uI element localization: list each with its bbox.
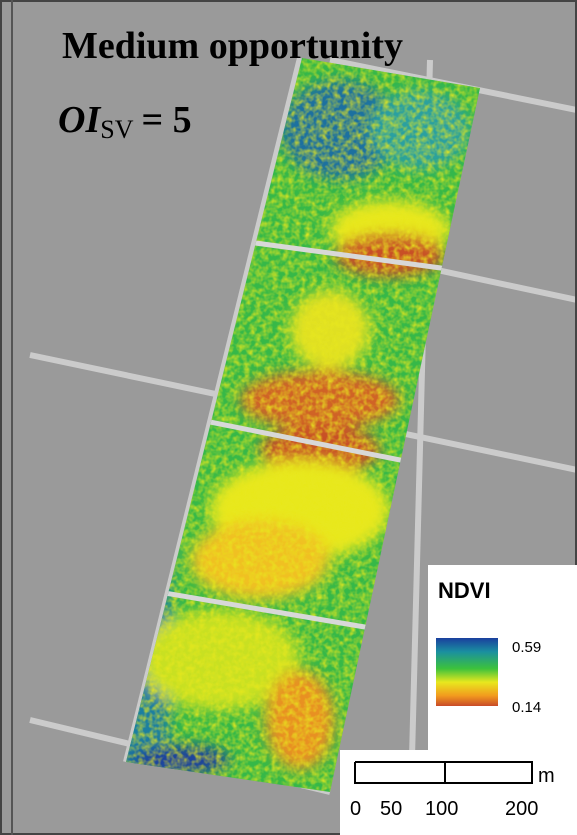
scale-label: 100 — [425, 798, 458, 820]
legend-title: NDVI — [438, 578, 491, 603]
map: Medium opportunity OISV = 5 NDVI 0.59 0.1… — [0, 0, 577, 835]
index-symbol: OI — [58, 99, 101, 141]
legend-min: 0.14 — [512, 699, 541, 716]
scale-label: 0 — [350, 798, 361, 820]
index-subscript: SV — [100, 115, 133, 144]
legend-max: 0.59 — [512, 639, 541, 656]
scale-label: 50 — [380, 798, 402, 820]
scale-unit: m — [538, 765, 555, 787]
legend-ramp — [436, 638, 498, 706]
index-value: = 5 — [141, 99, 191, 141]
scale-label: 200 — [505, 798, 538, 820]
title: Medium opportunity — [62, 25, 403, 67]
